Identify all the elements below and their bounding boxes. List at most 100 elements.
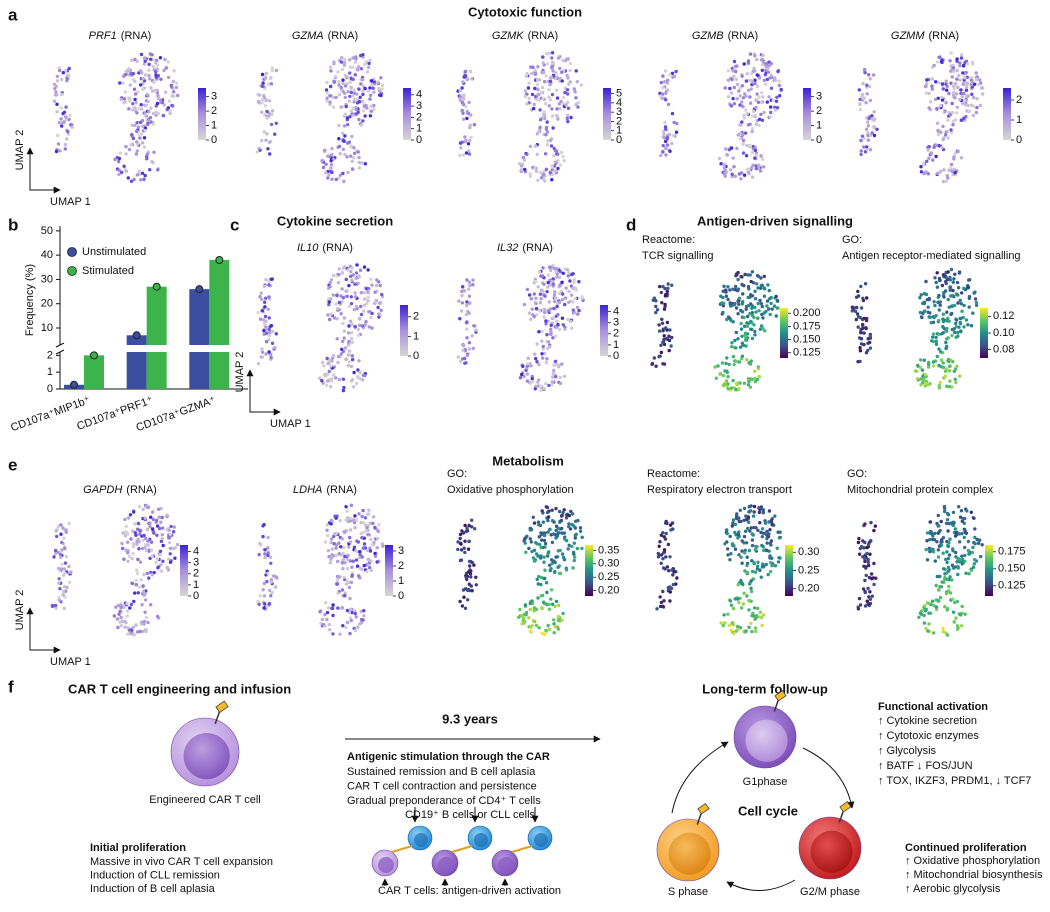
umap-cell (540, 606, 543, 609)
umap-cell (362, 109, 365, 112)
umap-cell (53, 100, 56, 103)
umap-cell (377, 312, 380, 315)
umap-cell (553, 290, 556, 293)
umap-cell (552, 622, 555, 625)
colorbar-tick-label: 0.175 (793, 320, 821, 332)
umap-cell (953, 327, 956, 330)
umap-cell (348, 536, 351, 539)
umap-cell (660, 534, 663, 537)
umap-cell (338, 93, 341, 96)
umap-cell (975, 538, 978, 541)
umap-cell (342, 296, 345, 299)
umap-cell (668, 599, 671, 602)
umap-cell (944, 82, 947, 85)
umap-cell (722, 374, 725, 377)
umap-cell (539, 384, 542, 387)
umap-cell (358, 566, 361, 569)
umap-cell (560, 151, 563, 154)
umap-cell (360, 67, 363, 70)
umap-cell (758, 521, 761, 524)
umap-cell (268, 589, 271, 592)
umap-cell (726, 285, 729, 288)
umap-cell (764, 82, 767, 85)
umap-cell (964, 103, 967, 106)
umap-cell (541, 511, 544, 514)
cycle-arrow (803, 748, 852, 808)
umap-cell (274, 575, 277, 578)
list-item: ↑ BATF ↓ FOS/JUN (878, 760, 973, 772)
umap-cell (530, 72, 533, 75)
umap-cell (146, 621, 149, 624)
umap-cell (675, 70, 678, 73)
umap-cell (660, 301, 663, 304)
umap-cell (120, 624, 123, 627)
umap-cell (658, 329, 661, 332)
umap-cell (124, 90, 127, 93)
umap-cell (967, 540, 970, 543)
umap-cell (558, 301, 561, 304)
umap-cell (126, 614, 129, 617)
umap-cell (169, 525, 172, 528)
umap-cell (728, 363, 731, 366)
umap-cell (946, 607, 949, 610)
umap-cell (543, 308, 546, 311)
umap-cell (935, 584, 938, 587)
umap-y-label: UMAP 2 (14, 130, 26, 171)
colorbar-tick-label: 2 (816, 105, 822, 117)
umap-cell (550, 164, 553, 167)
bar-point (91, 352, 98, 359)
umap-cell (971, 312, 974, 315)
umap-cell (775, 295, 778, 298)
umap-cell (134, 92, 137, 95)
umap-cell (932, 340, 935, 343)
umap-cell (972, 566, 975, 569)
umap-cell (56, 75, 59, 78)
umap-cell (743, 174, 746, 177)
umap-cell (52, 555, 55, 558)
umap-cell (664, 294, 667, 297)
umap-cell (327, 606, 330, 609)
umap-cell (924, 85, 927, 88)
umap-cell (938, 55, 941, 58)
umap-cell (731, 97, 734, 100)
umap-cell (719, 162, 722, 165)
umap-cell (263, 96, 266, 99)
umap-cell (561, 552, 564, 555)
umap-cell (64, 115, 67, 118)
umap-cell (538, 270, 541, 273)
phase-label: G1phase (743, 776, 788, 788)
umap-cell (155, 519, 158, 522)
umap-cell (370, 326, 373, 329)
umap-cell (741, 105, 744, 108)
umap-cell (724, 362, 727, 365)
umap-cell (145, 628, 148, 631)
umap-cell (130, 59, 133, 62)
umap-cell (730, 345, 733, 348)
umap-cell (330, 522, 333, 525)
umap-cell (352, 385, 355, 388)
umap-cell (118, 81, 121, 84)
umap-cell (157, 112, 160, 115)
umap-cell (347, 284, 350, 287)
umap-cell (537, 99, 540, 102)
umap-cell (726, 298, 729, 301)
umap-cell (55, 529, 58, 532)
umap-cell (377, 523, 380, 526)
umap-cell (935, 605, 938, 608)
umap-cell (354, 60, 357, 63)
umap-cell (664, 92, 667, 95)
umap-cell (576, 306, 579, 309)
umap-cell (934, 98, 937, 101)
umap-cell (865, 351, 868, 354)
umap-cell (263, 582, 266, 585)
umap-cell (570, 327, 573, 330)
umap-cell (752, 323, 755, 326)
umap-cell (168, 110, 171, 113)
umap-cell (335, 294, 338, 297)
umap-cell (942, 361, 945, 364)
umap-cell (345, 509, 348, 512)
umap-cell (124, 152, 127, 155)
umap-cell (745, 79, 748, 82)
umap-cell (921, 312, 924, 315)
section-title: Long-term follow-up (702, 681, 828, 696)
